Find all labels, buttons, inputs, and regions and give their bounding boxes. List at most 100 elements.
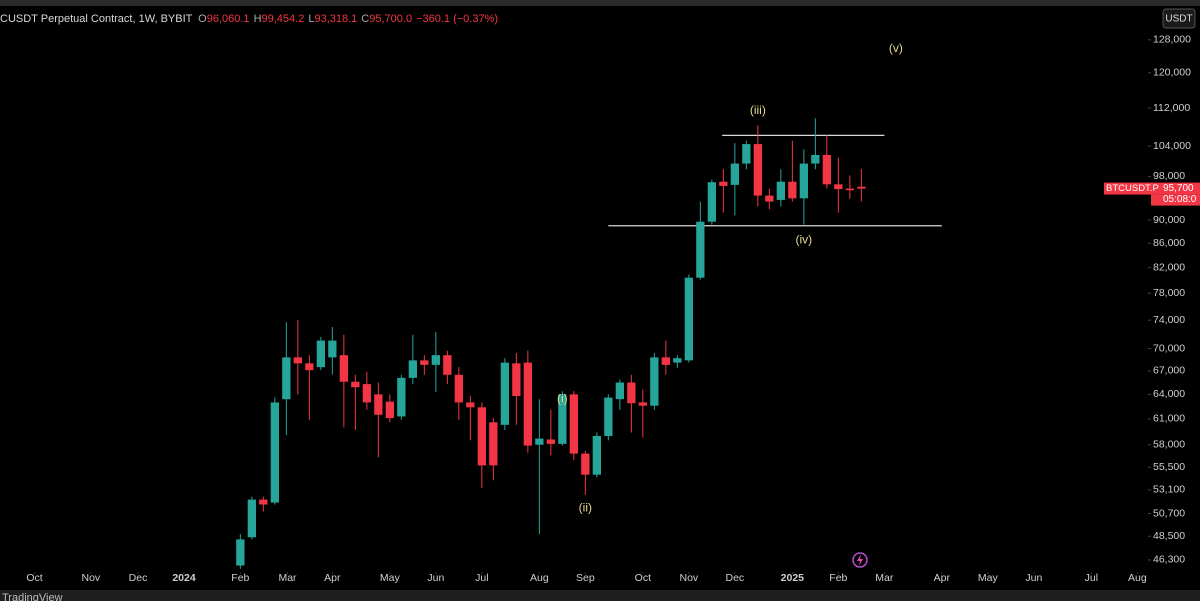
y-tick-label: 55,500 — [1153, 461, 1185, 473]
y-tick-label: 104,000 — [1153, 140, 1191, 152]
wave-label: (i) — [557, 391, 568, 405]
x-tick-label: Oct — [635, 572, 651, 584]
candle-body — [707, 182, 716, 222]
x-tick-label: 2025 — [781, 572, 805, 584]
candle-body — [719, 181, 728, 186]
icon-ring[interactable] — [852, 552, 868, 568]
candle-body — [236, 539, 245, 566]
x-tick-label: 2024 — [172, 572, 196, 584]
ohlc-key: C — [361, 13, 369, 25]
ohlc-value: 95,700.0 — [369, 13, 412, 25]
candle-body — [500, 362, 509, 425]
candle-body — [776, 181, 785, 200]
button-label[interactable]: USDT — [1165, 14, 1192, 25]
candle-body — [489, 422, 498, 466]
x-tick-label: Oct — [26, 572, 42, 584]
ohlc-key: O — [198, 13, 207, 25]
candle-body — [684, 277, 693, 361]
candle-body — [730, 163, 739, 185]
ohlc-value: 96,060.1 — [207, 13, 250, 25]
price-tag-bg — [1104, 182, 1200, 195]
candle-body — [799, 163, 808, 199]
replay-icon[interactable] — [852, 552, 868, 568]
ohlc-value: 99,454.2 — [262, 13, 305, 25]
candle-body — [247, 499, 256, 538]
x-tick-label: Nov — [680, 572, 699, 584]
x-tick-label: May — [978, 572, 999, 584]
y-tick-label: 67,000 — [1153, 365, 1185, 377]
price-tag-price: 95,700 — [1163, 183, 1194, 194]
candle-body — [293, 357, 302, 364]
top-strip — [0, 0, 1200, 6]
ohlc-key: H — [254, 13, 262, 25]
wave-label: (iv) — [796, 232, 813, 246]
x-tick-label: Jun — [427, 572, 444, 584]
candle-body — [822, 154, 831, 185]
candle-body — [282, 357, 291, 400]
x-tick-label: Jul — [475, 572, 488, 584]
button-frame[interactable] — [1162, 8, 1196, 29]
y-tick-label: 98,000 — [1153, 170, 1185, 182]
candle-body — [316, 340, 325, 368]
candle-body — [362, 384, 371, 403]
x-tick-label: Feb — [231, 572, 249, 584]
candle-body — [615, 382, 624, 400]
y-tick-label: 64,000 — [1153, 388, 1185, 400]
y-tick-label: 120,000 — [1153, 67, 1191, 79]
candle-body — [788, 181, 797, 199]
x-tick-label: Mar — [875, 572, 894, 584]
candle-body — [845, 188, 854, 191]
candle-body — [765, 195, 774, 202]
candle-body — [627, 382, 636, 404]
y-tick-label: 90,000 — [1153, 214, 1185, 226]
y-tick-label: 128,000 — [1153, 34, 1191, 46]
candle-body — [477, 407, 486, 466]
candle-body — [420, 360, 429, 365]
wave-label: (ii) — [579, 501, 592, 515]
candle-body — [339, 355, 348, 382]
x-tick-label: Aug — [1128, 572, 1147, 584]
candle-body — [834, 184, 843, 190]
y-tick-label: 86,000 — [1153, 237, 1185, 249]
candle-body — [661, 357, 670, 365]
x-tick-label: Nov — [82, 572, 101, 584]
candle-body — [742, 144, 751, 164]
candle-body — [604, 397, 613, 436]
y-tick-label: 53,100 — [1153, 484, 1185, 496]
x-tick-label: Sep — [576, 572, 595, 584]
currency-button[interactable]: USDT — [1162, 8, 1196, 29]
x-tick-label: Feb — [829, 572, 847, 584]
candle-body — [408, 360, 417, 378]
candle-body — [397, 377, 406, 417]
countdown-bg — [1151, 194, 1200, 206]
candle-body — [351, 381, 360, 388]
symbol-header: CUSDT Perpetual Contract, 1W, BYBIT O96,0… — [0, 13, 498, 25]
bottom-strip — [0, 590, 1200, 601]
x-tick-label: May — [380, 572, 401, 584]
y-tick-label: 78,000 — [1153, 287, 1185, 299]
candle-body — [466, 402, 475, 408]
x-tick-label: Apr — [324, 572, 341, 584]
footer-brand: TradingView — [2, 592, 63, 601]
ohlc-value: 93,318.1 — [314, 13, 357, 25]
candle-body — [673, 358, 682, 363]
candle-body — [753, 144, 762, 196]
y-tick-label: 112,000 — [1153, 102, 1190, 114]
icon-bolt[interactable] — [857, 554, 863, 566]
candle-body — [581, 453, 590, 475]
y-tick-label: 48,500 — [1153, 530, 1185, 542]
symbol: CUSDT Perpetual Contract, 1W, BYBIT — [0, 13, 193, 25]
y-tick-label: 82,000 — [1153, 261, 1185, 273]
candle-body — [305, 363, 314, 371]
x-tick-label: Dec — [129, 572, 148, 584]
x-tick-label: Jul — [1085, 572, 1098, 584]
candle-body — [270, 402, 279, 503]
candle-body — [546, 439, 555, 444]
candle-body — [328, 340, 337, 358]
x-tick-label: Mar — [278, 572, 297, 584]
candle-body — [431, 355, 440, 365]
candle-body — [650, 357, 659, 406]
candle-body — [857, 186, 866, 189]
